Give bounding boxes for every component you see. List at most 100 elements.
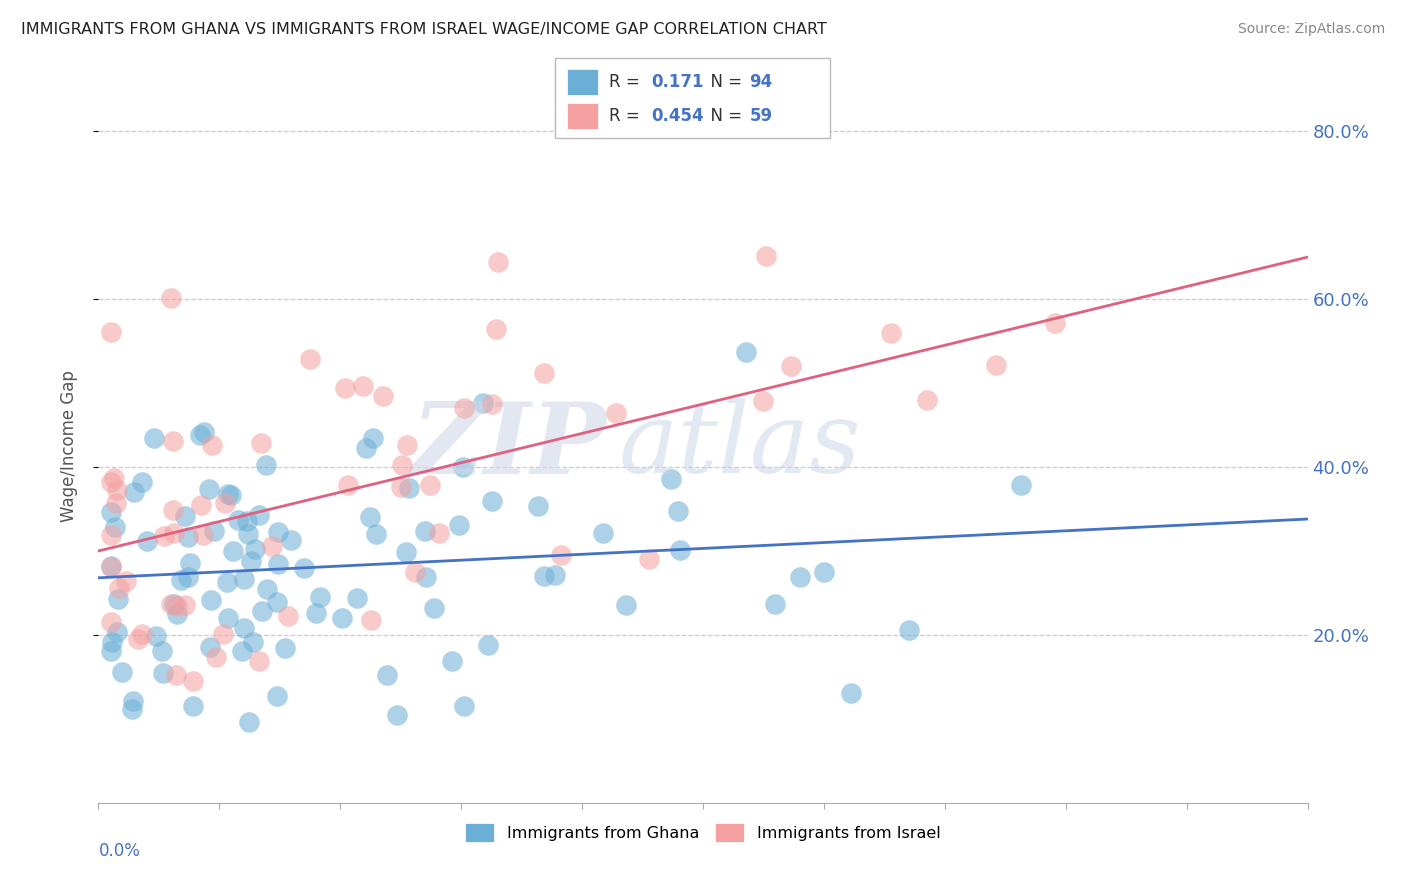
Point (231, 644, 253, 658)
Point (100, 560, 122, 574)
Point (267, 558, 290, 572)
Text: ZIP: ZIP (412, 398, 606, 494)
Point (100, 635, 122, 649)
Point (152, 528, 174, 542)
Point (100, 475, 122, 489)
Point (423, 600, 446, 615)
Point (100, 644, 122, 658)
Point (404, 565, 426, 579)
Point (190, 498, 212, 512)
Point (472, 396, 495, 410)
Point (391, 458, 413, 472)
Point (481, 397, 503, 411)
Point (152, 665, 174, 680)
Point (131, 475, 153, 489)
Point (352, 379, 374, 393)
Point (197, 483, 219, 497)
Point (256, 582, 278, 596)
Legend: Immigrants from Ghana, Immigrants from Israel: Immigrants from Ghana, Immigrants from I… (458, 817, 948, 848)
Point (262, 539, 284, 553)
Point (659, 472, 682, 486)
Point (789, 570, 811, 584)
Point (346, 591, 368, 606)
Text: 94: 94 (749, 73, 773, 91)
Point (274, 640, 297, 655)
Point (131, 627, 153, 641)
Point (387, 707, 409, 722)
Point (335, 381, 357, 395)
Point (169, 573, 191, 587)
Text: IMMIGRANTS FROM GHANA VS IMMIGRANTS FROM ISRAEL WAGE/INCOME GAP CORRELATION CHAR: IMMIGRANTS FROM GHANA VS IMMIGRANTS FROM… (21, 22, 827, 37)
Point (165, 668, 187, 682)
Point (879, 326, 901, 341)
Point (298, 351, 321, 366)
Point (839, 686, 862, 700)
Point (163, 597, 186, 611)
Point (266, 524, 288, 539)
Point (122, 484, 145, 499)
Point (984, 358, 1007, 372)
Point (543, 567, 565, 582)
Point (135, 533, 157, 548)
Point (1045, 316, 1067, 330)
Point (395, 438, 418, 452)
Point (226, 513, 249, 527)
Point (188, 428, 211, 442)
Point (162, 503, 184, 517)
Point (354, 441, 377, 455)
Point (754, 249, 776, 263)
Text: Source: ZipAtlas.com: Source: ZipAtlas.com (1237, 22, 1385, 37)
Point (419, 477, 441, 491)
Point (668, 504, 690, 518)
Point (200, 640, 222, 654)
Point (232, 572, 254, 586)
Text: R =: R = (609, 73, 645, 91)
Point (214, 496, 236, 510)
Point (201, 438, 224, 452)
Point (415, 570, 437, 584)
Point (533, 569, 555, 583)
Point (236, 514, 259, 528)
Point (166, 599, 188, 613)
Point (107, 592, 129, 607)
Point (813, 565, 835, 579)
Point (242, 634, 264, 648)
Point (330, 611, 353, 625)
Point (105, 625, 128, 640)
Point (389, 480, 412, 494)
Point (100, 528, 122, 542)
Point (191, 528, 214, 542)
Point (181, 699, 204, 714)
Y-axis label: Wage/Income Gap: Wage/Income Gap (59, 370, 77, 522)
Point (115, 574, 138, 588)
Point (177, 570, 200, 584)
Point (1010, 477, 1032, 491)
Text: N =: N = (700, 73, 748, 91)
Text: R =: R = (609, 107, 645, 125)
Point (202, 524, 225, 538)
Point (145, 629, 167, 643)
Text: 0.0%: 0.0% (98, 842, 141, 860)
Point (481, 494, 503, 508)
Point (245, 541, 267, 556)
Point (166, 607, 188, 622)
Point (337, 477, 360, 491)
Point (217, 487, 239, 501)
Point (193, 425, 215, 440)
Point (217, 574, 239, 589)
Point (162, 434, 184, 448)
Point (122, 694, 145, 708)
Point (103, 471, 125, 485)
Point (375, 667, 398, 681)
Point (280, 533, 302, 547)
Point (398, 482, 420, 496)
Point (304, 606, 326, 620)
Point (897, 623, 920, 637)
Point (395, 545, 418, 559)
Point (127, 632, 149, 646)
Point (105, 496, 128, 510)
Point (441, 655, 464, 669)
Point (250, 604, 273, 618)
Point (238, 715, 260, 730)
Point (413, 524, 436, 539)
